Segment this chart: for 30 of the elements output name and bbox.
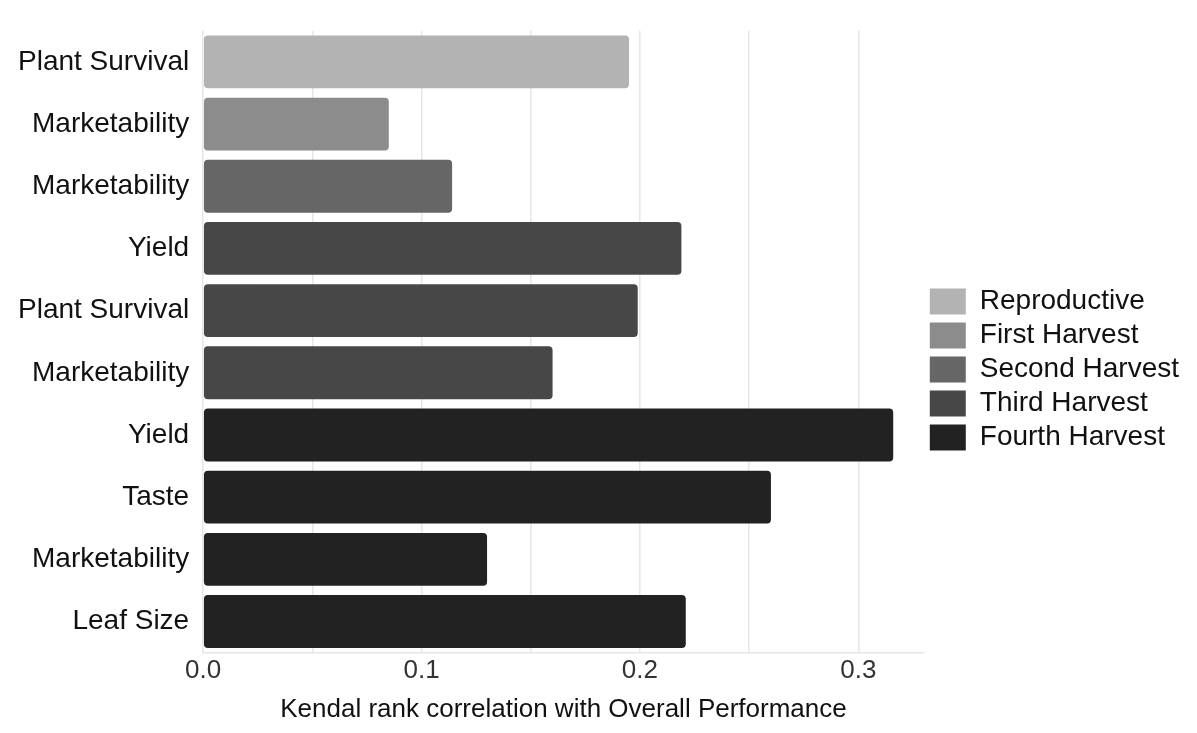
- x-axis-title: Kendal rank correlation with Overall Performance: [280, 692, 847, 723]
- y-tick-label: Leaf Size: [72, 604, 190, 636]
- x-tick-label: 0.1: [403, 654, 440, 685]
- y-tick-label: Marketability: [32, 542, 190, 574]
- bar: [203, 97, 389, 151]
- bar: [203, 408, 894, 462]
- bar: [203, 284, 638, 338]
- y-tick-label: Marketability: [32, 355, 190, 387]
- x-tick-label: 0.0: [185, 654, 222, 685]
- bar: [203, 35, 629, 89]
- y-tick-label: Taste: [122, 479, 190, 511]
- y-tick-label: Yield: [127, 231, 190, 263]
- bar: [203, 470, 771, 524]
- legend-label: Reproductive: [979, 284, 1145, 316]
- bar: [203, 159, 453, 213]
- y-tick-label: Yield: [127, 417, 190, 449]
- bar: [203, 346, 553, 400]
- y-tick-label: Marketability: [32, 106, 190, 138]
- y-tick-label: Plant Survival: [18, 293, 190, 325]
- bar: [203, 532, 488, 586]
- x-tick-label: 0.2: [621, 654, 658, 685]
- legend-label: Third Harvest: [979, 386, 1149, 418]
- bar: [203, 222, 682, 275]
- legend-label: Fourth Harvest: [979, 420, 1166, 452]
- y-tick-label: Plant Survival: [18, 44, 190, 76]
- y-tick-label: Marketability: [32, 168, 190, 200]
- x-tick-label: 0.3: [840, 654, 877, 685]
- bar: [203, 595, 686, 648]
- legend-label: Second Harvest: [979, 352, 1180, 384]
- legend-label: First Harvest: [979, 318, 1139, 350]
